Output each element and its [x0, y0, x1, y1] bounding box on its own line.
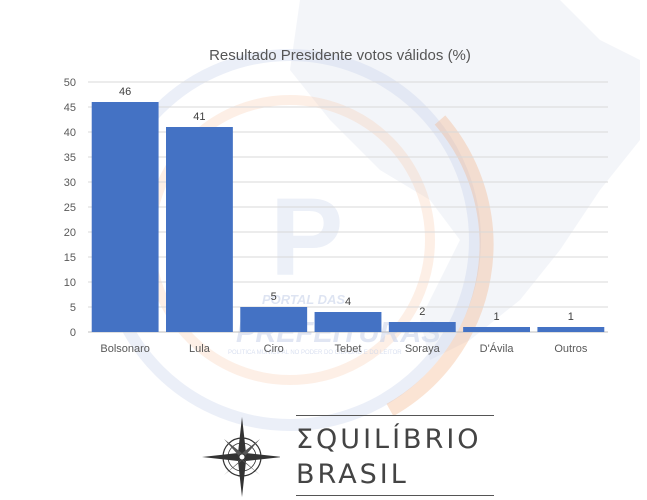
- bar-chart: Resultado Presidente votos válidos (%) 0…: [64, 47, 608, 355]
- bar-ciro: [240, 307, 308, 332]
- y-tick-label: 15: [64, 252, 76, 264]
- y-tick-label: 30: [64, 177, 76, 189]
- bar-soraya: [388, 322, 456, 332]
- data-label: 1: [494, 311, 500, 323]
- x-tick-label: Soraya: [405, 343, 441, 355]
- y-tick-label: 35: [64, 152, 76, 164]
- x-axis-ticks: Bolsonaro Lula Ciro Tebet Soraya D'Ávila Outro…: [100, 342, 587, 355]
- y-tick-label: 20: [64, 227, 76, 239]
- logo-line2: BRASIL: [296, 459, 409, 490]
- chart-title: Resultado Presidente votos válidos (%): [209, 47, 471, 64]
- y-tick-label: 0: [70, 327, 76, 339]
- data-label: 5: [271, 291, 277, 303]
- x-tick-label: Ciro: [264, 343, 284, 355]
- data-label: 41: [193, 111, 205, 123]
- logo-line1: ƩQUILÍBRIO: [296, 424, 482, 455]
- y-tick-label: 45: [64, 102, 76, 114]
- y-tick-label: 40: [64, 127, 76, 139]
- x-tick-label: Lula: [189, 343, 211, 355]
- bars: [91, 102, 605, 332]
- x-tick-label: D'Ávila: [480, 342, 515, 355]
- y-axis-ticks: 0 5 10 15 20 25 30 35 40 45 50: [64, 77, 76, 339]
- watermark-letter: P: [270, 176, 343, 299]
- x-tick-label: Tebet: [335, 343, 362, 355]
- x-tick-label: Outros: [554, 343, 588, 355]
- watermark-line1: PORTAL DAS: [262, 292, 345, 307]
- x-tick-label: Bolsonaro: [100, 343, 150, 355]
- y-tick-label: 10: [64, 277, 76, 289]
- data-label: 4: [345, 296, 351, 308]
- y-tick-label: 50: [64, 77, 76, 89]
- data-label: 1: [568, 311, 574, 323]
- logo-bottom-rule: [296, 495, 494, 496]
- bar-bolsonaro: [91, 102, 159, 332]
- logo-top-rule: [296, 415, 494, 416]
- map-silhouette: [290, 0, 640, 360]
- bar-d-vila: [463, 327, 530, 332]
- watermark-ring-arc: [386, 115, 494, 417]
- y-tick-label: 25: [64, 202, 76, 214]
- watermark-tagline: POLÍTICA MUNICIPAL NO PODER DO CIDADÃO E…: [228, 349, 402, 356]
- equilibrio-brasil-logo: ƩQUILÍBRIO BRASIL: [200, 413, 500, 498]
- bar-tebet: [314, 312, 382, 332]
- bar-outros: [537, 327, 605, 332]
- data-labels: 46 41 5 4 2 1 1: [119, 86, 574, 323]
- data-label: 46: [119, 86, 131, 98]
- bar-lula: [166, 127, 233, 332]
- y-tick-label: 5: [70, 302, 76, 314]
- data-label: 2: [419, 306, 425, 318]
- compass-rose-icon: [202, 417, 280, 497]
